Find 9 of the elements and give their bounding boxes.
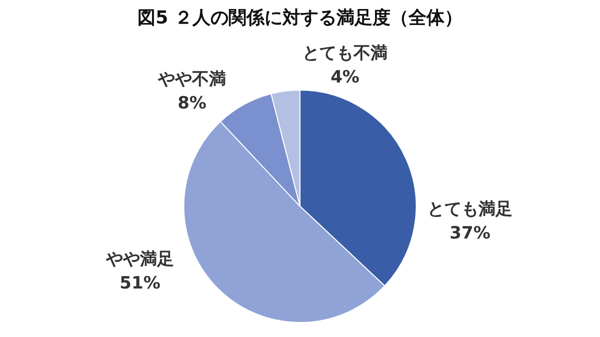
data-label: 8% [178, 93, 206, 114]
data-label: 51% [120, 273, 160, 294]
chart-title: 図5 ２人の関係に対する満足度（全体） [138, 7, 462, 28]
slice-label: とても不満 [302, 43, 388, 64]
slice-label: やや満足 [105, 249, 174, 270]
data-label: 37% [450, 223, 490, 244]
data-label: 4% [330, 67, 360, 88]
slice-label: やや不満 [157, 69, 226, 90]
slice-label: とても満足 [428, 199, 512, 220]
